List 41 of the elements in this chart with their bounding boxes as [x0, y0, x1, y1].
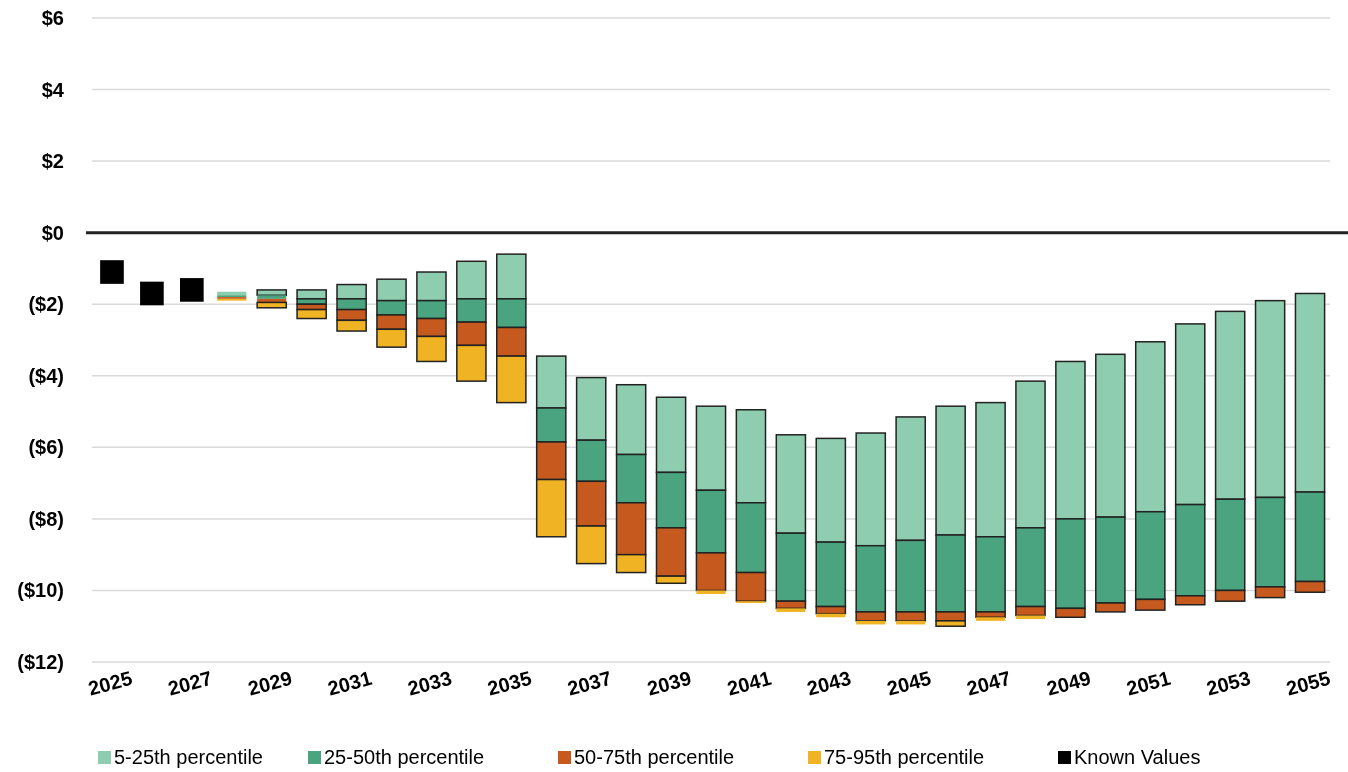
- legend-label: 75-95th percentile: [824, 746, 985, 768]
- x-tick-label: 2043: [804, 666, 854, 700]
- y-tick-label: ($12): [17, 651, 64, 673]
- x-tick-label: 2055: [1283, 666, 1333, 700]
- point: [180, 278, 204, 302]
- y-tick-label: ($2): [28, 293, 64, 316]
- x-tick-label: 2051: [1124, 666, 1173, 700]
- x-tick-label: 2039: [644, 666, 694, 700]
- legend-label: 25-50th percentile: [324, 746, 485, 768]
- y-tick-label: ($8): [28, 507, 64, 530]
- x-tick-label: 2049: [1044, 666, 1093, 700]
- x-tick-label: 2045: [884, 666, 934, 700]
- bar: [256, 289, 288, 297]
- x-tick-label: 2041: [724, 666, 774, 700]
- x-tick-label: 2025: [85, 666, 135, 700]
- y-tick-label: $0: [41, 221, 64, 244]
- y-tick-label: ($4): [28, 364, 64, 387]
- x-tick-label: 2033: [405, 666, 454, 700]
- y-tick-label: ($10): [17, 579, 64, 602]
- bar: [257, 295, 287, 299]
- x-tick-label: 2047: [964, 666, 1014, 700]
- y-tick-label: $4: [41, 78, 65, 101]
- x-tick-label: 2035: [485, 666, 534, 700]
- bar: [975, 617, 1006, 621]
- bar: [776, 608, 806, 612]
- y-tick-label: $2: [41, 150, 64, 173]
- y-tick-label: ($6): [28, 436, 64, 459]
- x-tick-label: 2029: [245, 666, 295, 700]
- bar: [696, 590, 726, 595]
- x-tick-label: 2027: [165, 666, 215, 700]
- bar: [1015, 615, 1046, 620]
- legend-label: Known Values: [1074, 746, 1201, 768]
- x-tick-label: 2053: [1204, 666, 1253, 700]
- legend-label: 50-75th percentile: [574, 746, 735, 768]
- x-tick-label: 2037: [565, 666, 614, 700]
- x-tick-label: 2031: [325, 666, 375, 700]
- point: [100, 260, 124, 284]
- bar: [256, 301, 288, 309]
- y-tick-label: $6: [41, 7, 64, 29]
- legend-label: 5-25th percentile: [114, 746, 263, 768]
- point: [140, 281, 164, 306]
